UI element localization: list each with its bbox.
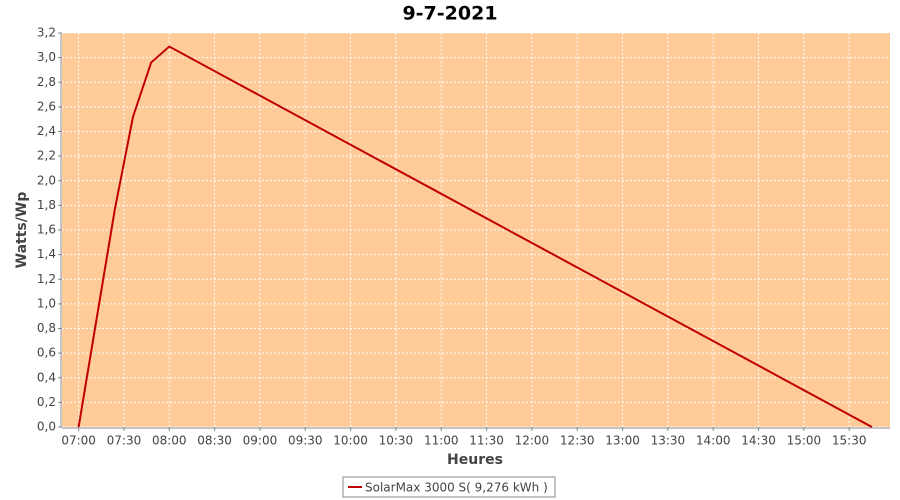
x-tick-label: 12:30: [560, 434, 595, 448]
y-tick-label: 0,0: [37, 420, 56, 434]
y-tick-label: 2,8: [37, 75, 56, 89]
x-tick-label: 15:00: [787, 434, 822, 448]
legend: [342, 476, 556, 498]
y-axis-label: Watts/Wp: [14, 192, 30, 269]
y-tick-label: 1,2: [37, 272, 56, 286]
x-tick-label: 09:00: [243, 434, 278, 448]
x-tick-label: 09:30: [288, 434, 323, 448]
x-tick-label: 10:00: [333, 434, 368, 448]
x-tick-label: 07:00: [61, 434, 96, 448]
x-tick-label: 11:30: [469, 434, 504, 448]
x-tick-label: 08:00: [152, 434, 187, 448]
y-tick-label: 1,4: [37, 247, 56, 261]
y-tick-label: 2,2: [37, 149, 56, 163]
y-tick-label: 1,6: [37, 223, 56, 237]
y-tick-label: 0,2: [37, 395, 56, 409]
y-tick-label: 0,8: [37, 321, 56, 335]
x-tick-label: 13:30: [651, 434, 686, 448]
y-tick-label: 2,6: [37, 99, 56, 113]
x-tick-label: 14:30: [741, 434, 776, 448]
x-axis-label: Heures: [447, 452, 503, 468]
x-tick-label: 07:30: [107, 434, 142, 448]
x-tick-label: 13:00: [605, 434, 640, 448]
x-tick-label: 08:30: [197, 434, 232, 448]
y-tick-label: 0,6: [37, 346, 56, 360]
x-tick-label: 10:30: [379, 434, 414, 448]
y-tick-label: 1,0: [37, 296, 56, 310]
x-tick-label: 15:30: [832, 434, 867, 448]
y-tick-label: 2,0: [37, 173, 56, 187]
x-tick-label: 12:00: [515, 434, 550, 448]
y-tick-label: 1,8: [37, 198, 56, 212]
x-tick-label: 11:00: [424, 434, 459, 448]
legend-label: SolarMax 3000 S( 9,276 kWh ): [365, 481, 548, 495]
chart-title: 9-7-2021: [402, 3, 497, 25]
x-tick-label: 14:00: [696, 434, 731, 448]
y-tick-label: 0,4: [37, 370, 56, 384]
y-tick-label: 2,4: [37, 124, 56, 138]
y-tick-label: 3,0: [37, 50, 56, 64]
y-tick-label: 3,2: [37, 26, 56, 40]
series-line: [77, 45, 873, 428]
